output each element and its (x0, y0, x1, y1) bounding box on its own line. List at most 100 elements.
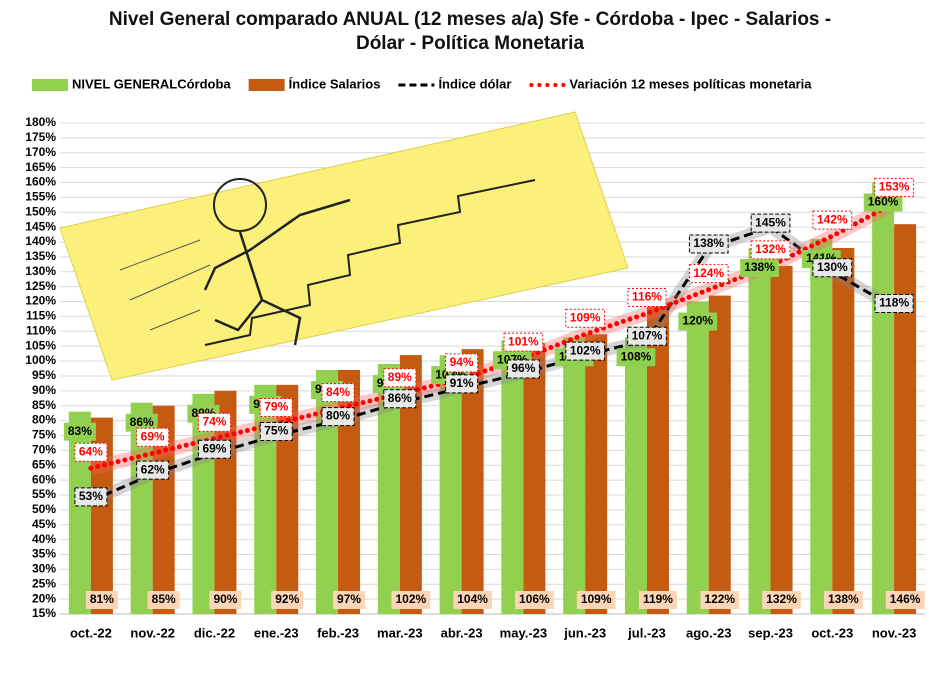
y-tick-label: 110% (26, 323, 56, 337)
legend-label: Índice dólar (438, 76, 511, 91)
y-tick-label: 135% (25, 249, 56, 263)
bar (872, 183, 894, 614)
data-label: 120% (682, 314, 713, 328)
data-label: 84% (326, 385, 350, 399)
data-label: 153% (879, 180, 910, 194)
data-label: 142% (817, 212, 848, 226)
legend-label: Variación 12 meses políticas monetaria (569, 76, 812, 91)
legend-swatch (249, 79, 285, 91)
y-tick-label: 175% (25, 130, 56, 144)
bar (563, 337, 585, 614)
bar (585, 334, 607, 614)
legend-swatch (32, 79, 68, 91)
data-label: 145% (755, 215, 786, 229)
bar (625, 337, 647, 614)
data-label: 89% (388, 370, 412, 384)
y-tick-label: 60% (32, 472, 56, 486)
y-tick-label: 40% (32, 532, 56, 546)
data-label: 69% (202, 441, 226, 455)
data-label: 109% (570, 310, 601, 324)
data-label: 96% (511, 361, 535, 375)
legend-label: Índice Salarios (289, 76, 381, 91)
bar (771, 266, 793, 614)
x-tick-label: dic.-22 (194, 625, 235, 640)
data-label: 118% (879, 296, 909, 310)
data-label: 132% (766, 592, 797, 606)
data-label: 138% (693, 236, 724, 250)
data-label: 146% (890, 592, 921, 606)
bar (523, 343, 545, 614)
data-label: 102% (395, 592, 426, 606)
chart: 15%20%25%30%35%40%45%50%55%60%65%70%75%8… (0, 0, 930, 684)
x-tick-label: feb.-23 (317, 625, 359, 640)
bar (709, 296, 731, 614)
x-tick-label: jun.-23 (563, 625, 606, 640)
data-label: 69% (141, 429, 165, 443)
y-tick-label: 15% (32, 606, 56, 620)
y-tick-label: 35% (32, 547, 56, 561)
data-label: 92% (275, 592, 299, 606)
y-tick-label: 90% (32, 383, 56, 397)
data-label: 122% (704, 592, 735, 606)
x-tick-label: ago.-23 (686, 625, 732, 640)
bar (69, 412, 91, 614)
y-tick-label: 105% (25, 338, 56, 352)
y-tick-label: 170% (25, 145, 56, 159)
data-label: 94% (450, 355, 474, 369)
y-tick-label: 165% (25, 160, 56, 174)
y-tick-label: 55% (32, 487, 56, 501)
y-tick-label: 80% (32, 413, 56, 427)
x-tick-label: jul.-23 (627, 625, 666, 640)
y-tick-label: 50% (32, 502, 56, 516)
data-label: 64% (79, 444, 103, 458)
y-tick-label: 150% (25, 204, 56, 218)
y-tick-label: 95% (32, 368, 56, 382)
x-tick-label: ene.-23 (254, 625, 299, 640)
bar (687, 302, 709, 614)
x-tick-label: sep.-23 (748, 625, 793, 640)
data-label: 104% (457, 592, 488, 606)
x-tick-label: nov.-23 (872, 625, 917, 640)
data-label: 101% (508, 334, 539, 348)
data-label: 85% (152, 592, 176, 606)
data-label: 116% (632, 290, 662, 304)
y-tick-label: 155% (25, 190, 56, 204)
x-tick-label: may.-23 (500, 625, 547, 640)
bar (810, 239, 832, 614)
data-label: 74% (202, 415, 226, 429)
x-tick-label: oct.-23 (811, 625, 853, 640)
chart-title: Nivel General comparado ANUAL (12 meses … (90, 8, 850, 56)
y-tick-label: 45% (32, 517, 56, 531)
data-label: 86% (130, 415, 154, 429)
data-label: 83% (68, 424, 92, 438)
data-label: 109% (581, 592, 612, 606)
data-label: 86% (388, 391, 412, 405)
legend-label: NIVEL GENERALCórdoba (72, 76, 231, 91)
data-label: 130% (817, 260, 848, 274)
y-tick-label: 25% (32, 576, 56, 590)
data-label: 119% (643, 592, 673, 606)
y-tick-label: 30% (32, 562, 56, 576)
data-label: 108% (621, 349, 652, 363)
y-tick-label: 75% (32, 428, 56, 442)
data-label: 102% (570, 343, 601, 357)
data-label: 90% (213, 592, 237, 606)
data-label: 79% (264, 400, 288, 414)
bar (832, 248, 854, 614)
data-label: 80% (326, 409, 350, 423)
y-tick-label: 140% (25, 234, 56, 248)
y-tick-label: 130% (25, 264, 56, 278)
y-tick-label: 180% (25, 115, 56, 129)
data-label: 97% (337, 592, 361, 606)
y-tick-label: 20% (32, 591, 56, 605)
page: 15%20%25%30%35%40%45%50%55%60%65%70%75%8… (0, 0, 930, 684)
data-label: 107% (632, 328, 663, 342)
data-label: 138% (828, 592, 859, 606)
data-label: 124% (693, 266, 724, 280)
x-tick-label: mar.-23 (377, 625, 423, 640)
y-tick-label: 145% (25, 219, 56, 233)
data-label: 75% (264, 424, 288, 438)
y-tick-label: 120% (25, 294, 56, 308)
x-tick-label: oct.-22 (70, 625, 112, 640)
y-tick-label: 100% (25, 353, 56, 367)
